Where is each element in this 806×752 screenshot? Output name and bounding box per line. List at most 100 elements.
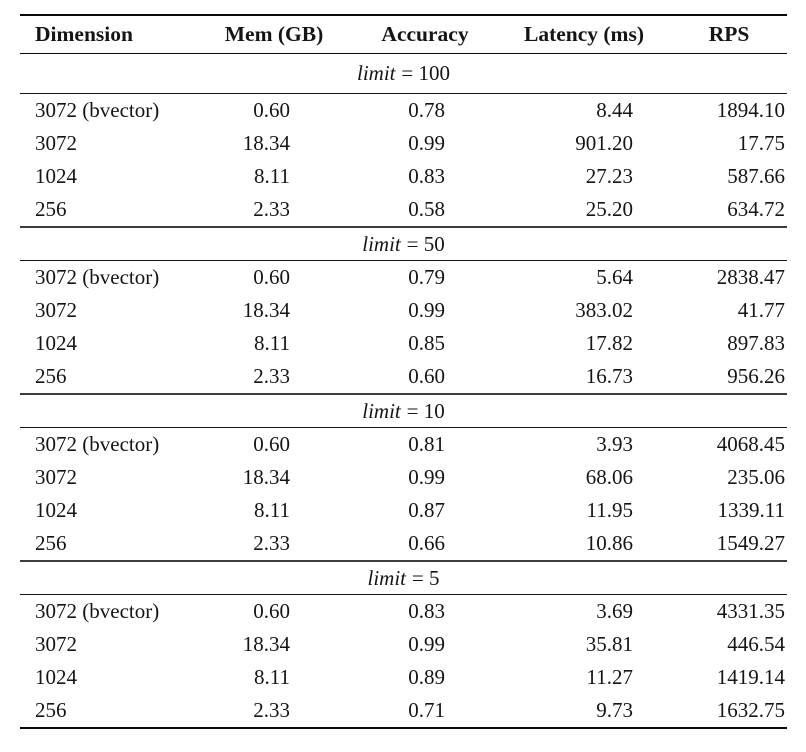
value-cell: 0.87 xyxy=(408,498,445,522)
value-cell: 3.93 xyxy=(596,432,633,456)
dimension-cell: 1024 xyxy=(35,665,77,689)
section-limit-50: limit = 50 3072 (bvector) 0.60 0.79 5.64 2838.… xyxy=(20,226,787,394)
limit-band-row: limit = 50 xyxy=(20,226,787,261)
value-cell: 2.33 xyxy=(253,531,290,555)
limit-band-row: limit = 100 xyxy=(20,53,787,94)
table-row: 256 2.33 0.58 25.20 634.72 xyxy=(20,193,787,227)
value-cell: 901.20 xyxy=(575,131,633,155)
value-cell: 0.99 xyxy=(408,131,445,155)
value-cell: 68.06 xyxy=(585,465,633,489)
value-cell: 1549.27 xyxy=(716,531,785,555)
limit-equals-value: = 50 xyxy=(406,231,445,256)
value-cell: 0.79 xyxy=(408,265,445,289)
table-row: 3072 (bvector) 0.60 0.79 5.64 2838.47 xyxy=(20,261,787,295)
value-cell: 9.73 xyxy=(596,698,633,722)
value-cell: 0.71 xyxy=(408,698,445,722)
value-cell: 18.34 xyxy=(242,632,290,656)
table-row: 256 2.33 0.60 16.73 956.26 xyxy=(20,360,787,394)
limit-band-label: limit = 10 xyxy=(20,393,787,428)
dimension-cell: 1024 xyxy=(35,498,77,522)
value-cell: 1632.75 xyxy=(716,698,785,722)
value-cell: 0.99 xyxy=(408,465,445,489)
table-row: 3072 (bvector) 0.60 0.81 3.93 4068.45 xyxy=(20,428,787,462)
benchmark-table: Dimension Mem (GB) Accuracy Latency (ms)… xyxy=(20,14,787,729)
value-cell: 10.86 xyxy=(585,531,633,555)
value-cell: 587.66 xyxy=(727,164,785,188)
limit-word: limit xyxy=(367,565,407,590)
value-cell: 0.60 xyxy=(253,599,290,623)
dimension-cell: 3072 xyxy=(35,465,77,489)
value-cell: 0.60 xyxy=(253,98,290,122)
value-cell: 17.75 xyxy=(737,131,785,155)
dimension-cell: 1024 xyxy=(35,331,77,355)
col-header-mem-gb: Mem (GB) xyxy=(195,15,353,54)
dimension-cell: 256 xyxy=(35,197,67,221)
table-row: 3072 18.34 0.99 901.20 17.75 xyxy=(20,127,787,160)
value-cell: 35.81 xyxy=(585,632,633,656)
table-row: 1024 8.11 0.85 17.82 897.83 xyxy=(20,327,787,360)
limit-equals-value: = 5 xyxy=(411,565,440,590)
col-header-rps: RPS xyxy=(671,15,787,54)
value-cell: 8.11 xyxy=(254,164,290,188)
value-cell: 2.33 xyxy=(253,364,290,388)
dimension-cell: 3072 (bvector) xyxy=(35,432,160,456)
benchmark-table-wrap: Dimension Mem (GB) Accuracy Latency (ms)… xyxy=(20,14,787,729)
value-cell: 0.89 xyxy=(408,665,445,689)
value-cell: 1339.11 xyxy=(717,498,785,522)
limit-word: limit xyxy=(362,398,401,423)
value-cell: 0.85 xyxy=(408,331,445,355)
value-cell: 8.11 xyxy=(254,331,290,355)
dimension-cell: 3072 (bvector) xyxy=(35,599,160,623)
limit-band-label: limit = 5 xyxy=(20,560,787,595)
dimension-cell: 1024 xyxy=(35,164,77,188)
value-cell: 634.72 xyxy=(727,197,785,221)
value-cell: 0.83 xyxy=(408,599,445,623)
table-row: 256 2.33 0.66 10.86 1549.27 xyxy=(20,527,787,561)
value-cell: 18.34 xyxy=(242,298,290,322)
value-cell: 25.20 xyxy=(585,197,633,221)
limit-word: limit xyxy=(362,231,401,256)
table-row: 1024 8.11 0.87 11.95 1339.11 xyxy=(20,494,787,527)
value-cell: 17.82 xyxy=(585,331,633,355)
value-cell: 18.34 xyxy=(242,131,290,155)
table-row: 3072 (bvector) 0.60 0.83 3.69 4331.35 xyxy=(20,595,787,629)
dimension-cell: 256 xyxy=(35,531,67,555)
table-row: 1024 8.11 0.89 11.27 1419.14 xyxy=(20,661,787,694)
value-cell: 3.69 xyxy=(596,599,633,623)
value-cell: 5.64 xyxy=(596,265,633,289)
value-cell: 0.99 xyxy=(408,632,445,656)
dimension-cell: 3072 (bvector) xyxy=(35,98,160,122)
value-cell: 956.26 xyxy=(727,364,785,388)
value-cell: 0.60 xyxy=(253,432,290,456)
value-cell: 2838.47 xyxy=(716,265,785,289)
limit-equals-value: = 100 xyxy=(401,61,450,85)
table-row: 3072 18.34 0.99 383.02 41.77 xyxy=(20,294,787,327)
col-header-accuracy: Accuracy xyxy=(353,15,497,54)
value-cell: 18.34 xyxy=(242,465,290,489)
value-cell: 0.99 xyxy=(408,298,445,322)
value-cell: 1419.14 xyxy=(716,665,785,689)
value-cell: 235.06 xyxy=(727,465,785,489)
value-cell: 383.02 xyxy=(575,298,633,322)
table-row: 1024 8.11 0.83 27.23 587.66 xyxy=(20,160,787,193)
limit-band-row: limit = 5 xyxy=(20,560,787,595)
value-cell: 0.83 xyxy=(408,164,445,188)
value-cell: 0.66 xyxy=(408,531,445,555)
limit-band-label: limit = 100 xyxy=(20,53,787,94)
table-row: 3072 18.34 0.99 35.81 446.54 xyxy=(20,628,787,661)
dimension-cell: 3072 xyxy=(35,632,77,656)
col-header-latency-ms: Latency (ms) xyxy=(497,15,671,54)
dimension-cell: 3072 (bvector) xyxy=(35,265,160,289)
value-cell: 4331.35 xyxy=(716,599,785,623)
section-limit-100: limit = 100 3072 (bvector) 0.60 0.78 8.44 1894… xyxy=(20,53,787,228)
dimension-cell: 3072 xyxy=(35,131,77,155)
value-cell: 897.83 xyxy=(727,331,785,355)
limit-word: limit xyxy=(357,61,396,85)
value-cell: 16.73 xyxy=(585,364,633,388)
value-cell: 0.58 xyxy=(408,197,445,221)
table-row: 3072 18.34 0.99 68.06 235.06 xyxy=(20,461,787,494)
section-limit-5: limit = 5 3072 (bvector) 0.60 0.83 3.69 4331.3… xyxy=(20,560,787,728)
table-row: 3072 (bvector) 0.60 0.78 8.44 1894.10 xyxy=(20,94,787,128)
value-cell: 446.54 xyxy=(727,632,785,656)
